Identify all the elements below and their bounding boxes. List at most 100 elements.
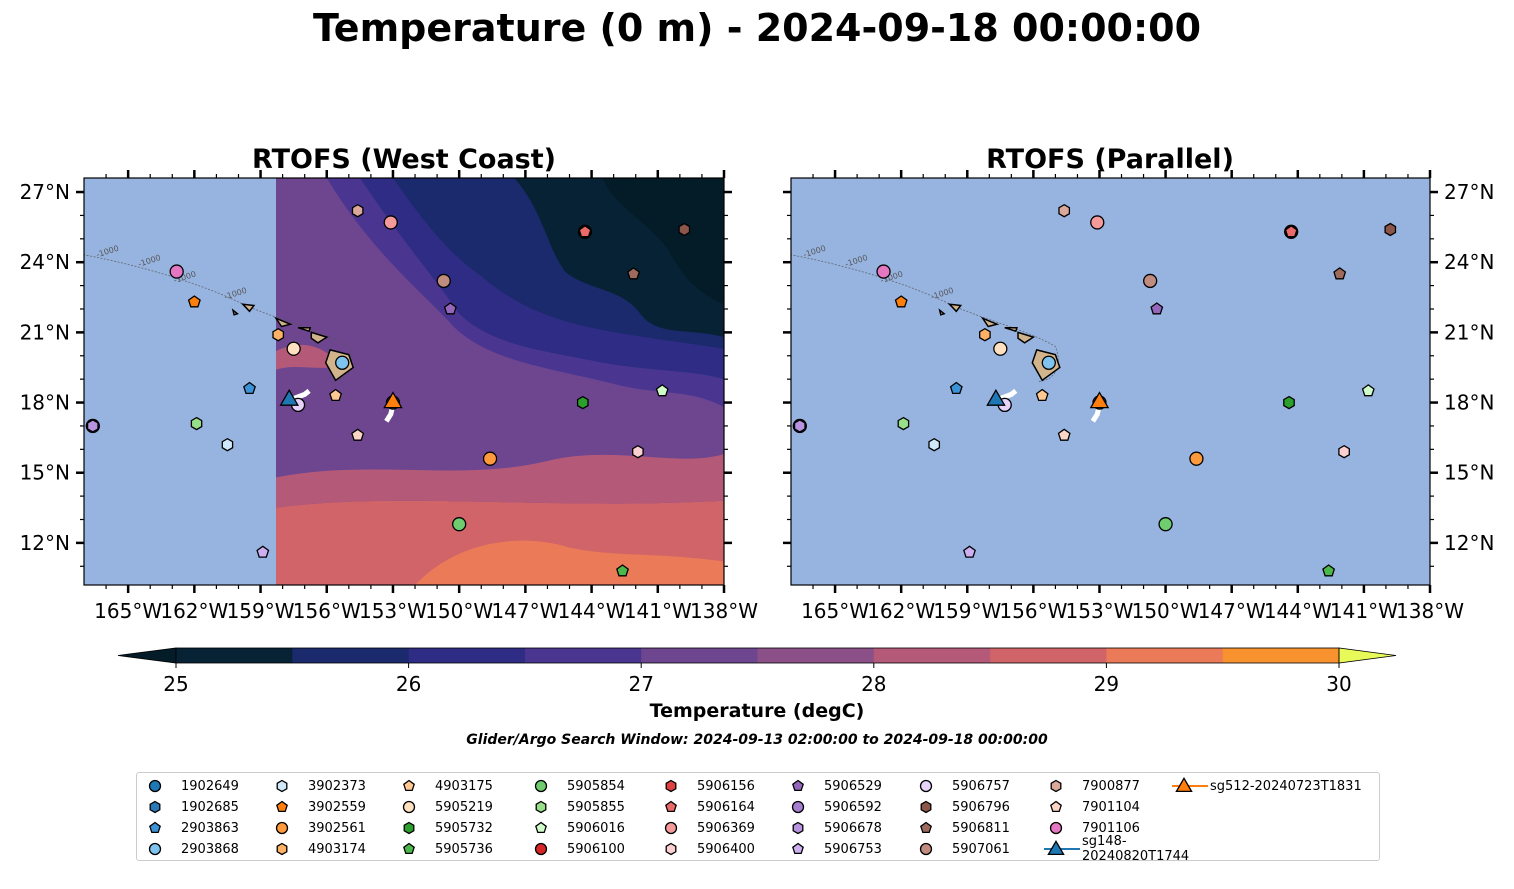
colorbar-tick-label: 29	[1094, 672, 1119, 696]
x-tick-label: 144°W	[1264, 599, 1332, 623]
x-tick-label: 159°W	[933, 599, 1001, 623]
legend-marker-circle	[148, 842, 162, 856]
x-tick-label: 165°W	[801, 599, 869, 623]
legend-item: sg512-20240723T1831	[1170, 776, 1375, 796]
legend-label: sg148-20240820T1744	[1082, 834, 1190, 864]
legend-marker-hexagon	[792, 821, 804, 835]
data-point-7900877	[351, 203, 364, 218]
legend-marker-pentagon	[1050, 800, 1062, 813]
legend-marker	[665, 779, 677, 793]
legend-label: 7900877	[1082, 778, 1140, 794]
legend-marker-circle	[534, 842, 548, 856]
data-point-5906369	[1090, 215, 1105, 230]
legend-item: 7901106	[1042, 818, 1170, 838]
legend-label: 5906753	[824, 841, 882, 857]
island-landmass	[980, 316, 1000, 328]
legend-marker-circle	[148, 779, 162, 793]
legend-label: 5905854	[567, 778, 625, 794]
legend-label: 2903863	[181, 820, 239, 836]
legend-label: 5905219	[435, 799, 493, 815]
legend-marker	[665, 800, 677, 813]
legend-marker	[149, 821, 161, 834]
legend-marker	[535, 821, 547, 834]
legend-item: sg148-20240820T1744	[1042, 834, 1189, 864]
data-point-3902559	[187, 295, 201, 308]
data-point-7901104	[1057, 428, 1071, 441]
legend-item: 3902561	[268, 818, 395, 838]
data-point-5906400	[1338, 444, 1350, 459]
legend-marker	[535, 800, 547, 814]
legend-item: 5906757	[912, 776, 1042, 796]
data-point-7900877	[1058, 203, 1071, 218]
island-landmass	[231, 308, 239, 316]
legend-marker	[920, 800, 932, 814]
legend-label: 5906592	[824, 799, 882, 815]
data-point-5906016	[655, 384, 669, 397]
legend-marker-hexagon	[535, 800, 547, 814]
legend-marker-hexagon	[149, 800, 161, 814]
legend-item: 5905855	[527, 797, 657, 817]
legend-marker	[1050, 779, 1062, 793]
map-panel-west-coast: -1000-1000-1000-1000165°W162°W159°W156°W…	[20, 170, 758, 623]
x-tick-label: 156°W	[293, 599, 361, 623]
data-point-2903863	[243, 381, 256, 395]
legend-item: 4903175	[395, 776, 527, 796]
legend-marker-pentagon	[535, 821, 547, 834]
data-point-5906400	[632, 444, 644, 459]
y-tick-label: 24°N	[1444, 250, 1494, 274]
legend-marker	[919, 842, 933, 856]
legend-marker-hexagon	[403, 821, 415, 835]
data-point-5905855	[190, 416, 203, 431]
legend-label: 5906678	[824, 820, 882, 836]
search-window-caption: Glider/Argo Search Window: 2024-09-13 02…	[466, 732, 1048, 748]
legend-marker	[792, 842, 804, 855]
legend-marker-circle	[791, 800, 805, 814]
legend-marker-circle	[1049, 821, 1063, 835]
legend-marker	[1044, 840, 1080, 856]
colorbar-segment	[641, 648, 758, 663]
data-point-3902559	[894, 295, 908, 308]
legend-marker-circle	[402, 800, 416, 814]
data-point-5905736	[1322, 564, 1336, 577]
legend-item: 7900877	[1042, 776, 1170, 796]
figure-title: Temperature (0 m) - 2024-09-18 00:00:00	[312, 6, 1202, 50]
data-point-5905854	[1158, 517, 1173, 532]
legend-item: 2903863	[141, 818, 268, 838]
data-point-5905854	[452, 517, 467, 532]
data-point-4903175	[1035, 388, 1049, 402]
data-point-2903863	[949, 381, 963, 395]
colorbar-segment	[873, 648, 991, 663]
legend-marker-circle	[919, 779, 933, 793]
legend-item: 7901104	[1042, 797, 1170, 817]
legend-marker	[149, 800, 161, 814]
legend-marker	[403, 842, 415, 855]
legend-label: 4903175	[435, 778, 493, 794]
legend-marker	[276, 779, 288, 793]
data-point-5906796	[678, 222, 691, 237]
x-tick-label: 147°W	[1198, 599, 1266, 623]
data-point-5905736	[616, 564, 629, 577]
legend-label: 7901106	[1082, 820, 1140, 836]
legend-item: 5906016	[527, 818, 657, 838]
data-point-5906529	[1150, 302, 1164, 315]
data-point-4903174	[979, 327, 991, 342]
legend-marker-circle	[664, 821, 678, 835]
legend-marker-pentagon	[792, 842, 804, 855]
island-landmass	[273, 316, 293, 328]
data-point-3902373	[221, 437, 234, 452]
legend-item: 5906156	[657, 776, 784, 796]
x-tick-label: 147°W	[491, 599, 559, 623]
panel-title-parallel: RTOFS (Parallel)	[986, 144, 1234, 175]
y-tick-label: 12°N	[1444, 531, 1494, 555]
colorbar-tick-label: 28	[861, 672, 886, 696]
y-tick-label: 18°N	[1444, 391, 1494, 415]
legend-item: 1902685	[141, 797, 268, 817]
data-point-5906529	[443, 302, 457, 315]
legend-item: 5906678	[784, 818, 912, 838]
x-tick-label: 165°W	[94, 599, 162, 623]
legend-label: 7901104	[1082, 799, 1140, 815]
data-point-5907061	[436, 273, 451, 289]
y-tick-label: 24°N	[20, 250, 70, 274]
temperature-field	[276, 178, 724, 585]
legend-marker	[920, 821, 932, 834]
